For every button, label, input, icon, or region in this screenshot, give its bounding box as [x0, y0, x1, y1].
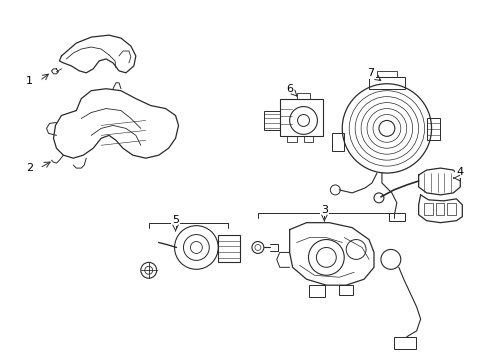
Bar [218, 235, 240, 262]
Bar [310, 285, 325, 297]
Bar [303, 136, 314, 142]
Bar [377, 71, 397, 77]
Bar [280, 99, 323, 136]
Text: 2: 2 [26, 163, 33, 173]
Text: 7: 7 [368, 68, 374, 78]
Bar [389, 213, 405, 221]
Text: 1: 1 [26, 76, 33, 86]
Bar [447, 203, 456, 215]
Bar [369, 77, 405, 89]
Text: 4: 4 [457, 167, 464, 177]
Bar [296, 93, 311, 99]
Bar [427, 118, 441, 140]
Text: 3: 3 [321, 205, 328, 215]
Bar [332, 133, 344, 151]
Bar [287, 136, 296, 142]
Bar [436, 203, 444, 215]
Bar [394, 337, 416, 349]
Bar [339, 285, 353, 295]
Bar [264, 111, 280, 130]
Text: 5: 5 [172, 215, 179, 225]
Text: 6: 6 [286, 84, 293, 94]
Bar [424, 203, 433, 215]
